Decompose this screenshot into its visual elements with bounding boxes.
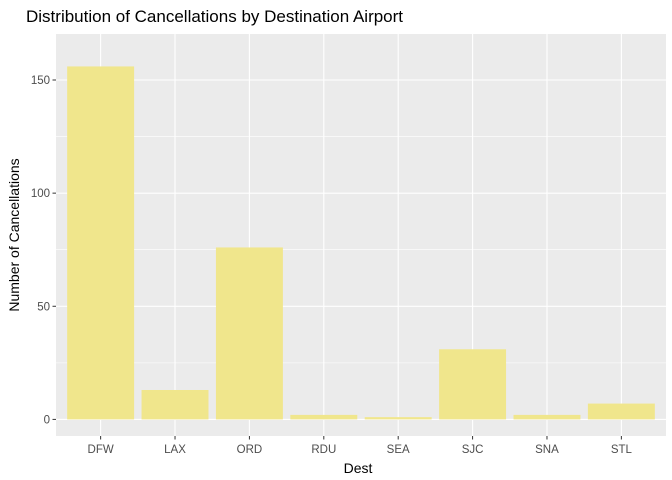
x-tick-label-dfw: DFW: [88, 444, 114, 456]
y-axis-ticks: 0 50 100 150: [31, 75, 56, 426]
bar-dfw: [67, 66, 135, 420]
x-axis-title: Dest: [344, 460, 373, 476]
bar-rdu: [290, 414, 358, 420]
x-tick-label-sna: SNA: [535, 444, 559, 456]
chart-title: Distribution of Cancellations by Destina…: [26, 7, 403, 26]
y-tick-label: 0: [44, 414, 50, 426]
y-axis-title: Number of Cancellations: [6, 158, 22, 311]
x-tick-label-stl: STL: [611, 444, 633, 456]
y-tick-label: 150: [31, 75, 50, 87]
y-tick-label: 100: [31, 188, 50, 200]
x-tick-label-sea: SEA: [387, 444, 410, 456]
y-tick-label: 50: [37, 301, 50, 313]
bar-ord: [215, 247, 283, 420]
bars-layer: [67, 66, 655, 420]
x-tick-label-rdu: RDU: [311, 444, 336, 456]
bar-lax: [141, 389, 209, 420]
plot-panel: [56, 34, 666, 436]
bar-sea: [364, 417, 432, 420]
x-axis-ticks: DFW LAX ORD RDU SEA SJC SNA STL: [88, 436, 633, 456]
bar-stl: [587, 403, 655, 420]
x-tick-label-sjc: SJC: [462, 444, 484, 456]
bar-sna: [513, 414, 581, 420]
bar-sjc: [439, 349, 507, 420]
x-tick-label-lax: LAX: [164, 444, 186, 456]
x-tick-label-ord: ORD: [237, 444, 263, 456]
